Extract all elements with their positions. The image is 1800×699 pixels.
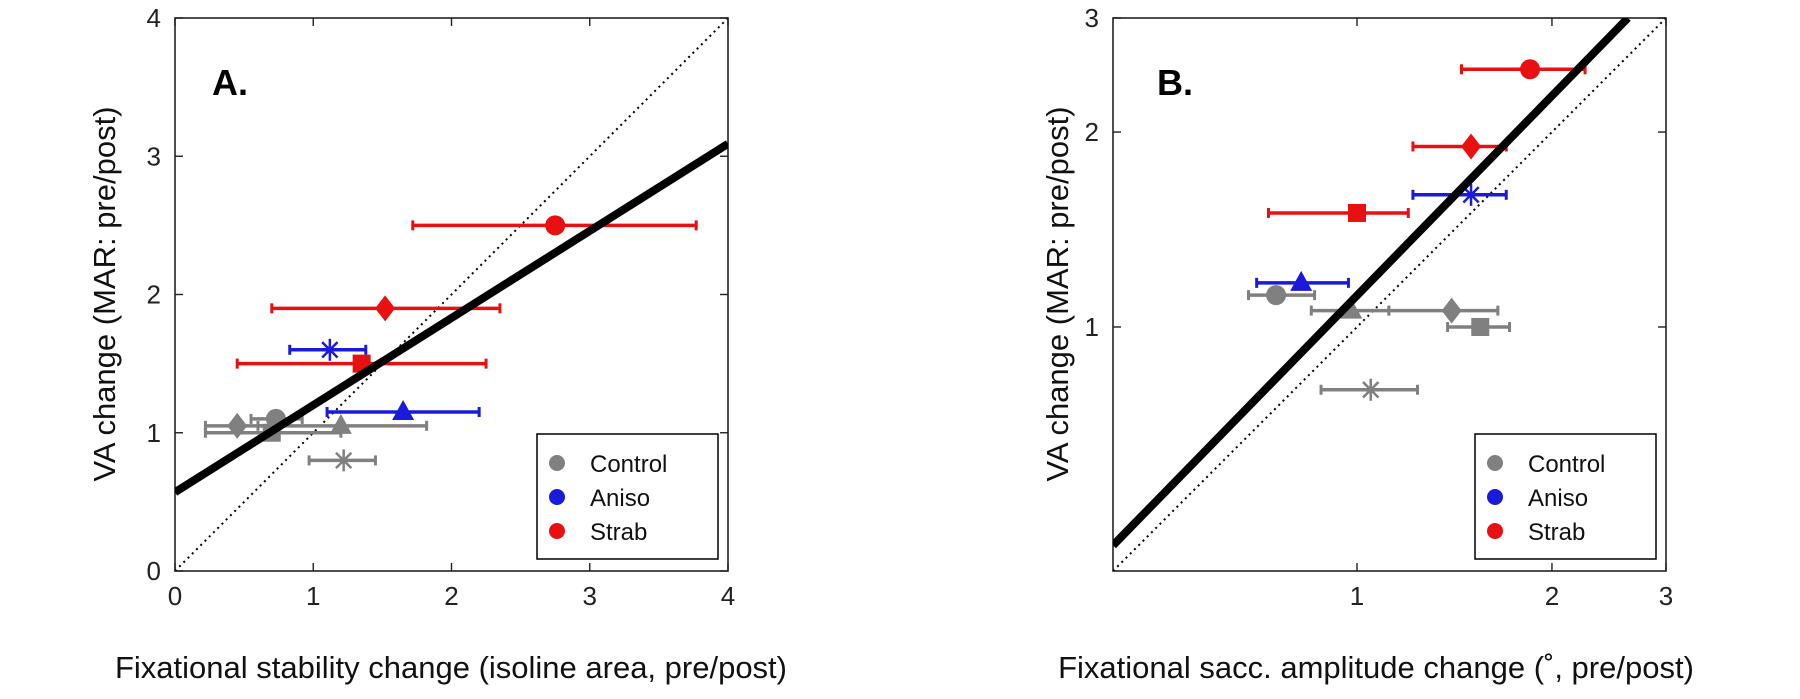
legend-label-aniso: Aniso: [1528, 485, 1588, 512]
panel-b-ylabel: VA change (MAR: pre/post): [1040, 106, 1075, 481]
panel-a-ticks: 0 1 2 3 4 0 1 2 3 4: [147, 3, 736, 611]
legend-label-aniso: Aniso: [590, 485, 650, 512]
panel-a-legend: Control Aniso Strab: [536, 433, 719, 560]
legend-label-strab: Strab: [1528, 519, 1585, 546]
panel-a-ylabel: VA change (MAR: pre/post): [87, 106, 122, 481]
panel-b-ticks: 1 2 3 1 2 3: [1085, 3, 1674, 611]
aniso-triangle-point: [1290, 270, 1313, 291]
panel-b: B. 1 2 3 1 2 3 Fixational sacc. amplitude cha…: [1040, 3, 1694, 685]
legend-marker-aniso: [549, 489, 565, 505]
legend-marker-aniso: [1487, 489, 1503, 505]
y-tick-label: 3: [1085, 3, 1099, 33]
legend-label-control: Control: [590, 451, 667, 478]
y-tick-label: 4: [147, 3, 161, 33]
aniso-triangle-point: [392, 400, 415, 421]
strab-circle-point: [1520, 59, 1541, 80]
strab-square-point: [1347, 203, 1366, 222]
control-triangle-point: [1340, 298, 1363, 319]
control-triangle-point: [329, 413, 352, 434]
legend-label-control: Control: [1528, 451, 1605, 478]
panel-b-xlabel: Fixational sacc. amplitude change (˚, pr…: [1058, 650, 1694, 685]
control-diamond-point: [1441, 297, 1462, 324]
aniso-asterisk-point: [318, 338, 341, 361]
y-tick-label: 0: [147, 556, 161, 586]
y-tick-label: 2: [1085, 117, 1099, 147]
control-diamond-point: [227, 412, 248, 439]
control-square-point: [1471, 318, 1490, 337]
legend-marker-strab: [549, 523, 565, 539]
panel-b-plot: [1113, 18, 1666, 571]
y-tick-label: 2: [147, 280, 161, 310]
panel-a-legend-box: [536, 433, 719, 560]
identity-line: [175, 18, 728, 571]
y-tick-label: 1: [1085, 312, 1099, 342]
x-tick-label: 1: [306, 581, 320, 611]
strab-diamond-point: [375, 295, 396, 322]
aniso-asterisk-point: [1460, 183, 1483, 206]
strab-diamond-point: [1461, 133, 1482, 160]
legend-marker-control: [549, 455, 565, 471]
panel-a-label: A.: [212, 62, 248, 103]
regression-line: [1113, 18, 1631, 549]
regression-line: [175, 140, 728, 496]
panel-a-xlabel: Fixational stability change (isoline are…: [115, 650, 787, 685]
x-tick-label: 3: [1659, 581, 1673, 611]
legend-label-strab: Strab: [590, 519, 647, 546]
legend-marker-strab: [1487, 523, 1503, 539]
strab-circle-point: [545, 215, 566, 236]
panel-b-label: B.: [1157, 62, 1193, 103]
panel-b-frame: [1112, 17, 1667, 572]
panel-a: A. 0 1 2 3 4 0 1 2 3 4 Fixational stability chang…: [87, 3, 787, 685]
panel-b-legend: Control Aniso Strab: [1474, 433, 1657, 560]
identity-line: [1113, 18, 1666, 571]
x-tick-label: 2: [1545, 581, 1559, 611]
panel-a-plot: [175, 18, 728, 571]
panel-b-legend-box: [1474, 433, 1657, 560]
control-asterisk-point: [332, 449, 355, 472]
y-tick-label: 1: [147, 418, 161, 448]
y-tick-label: 3: [147, 141, 161, 171]
control-asterisk-point: [1359, 378, 1382, 401]
legend-marker-control: [1487, 455, 1503, 471]
x-tick-label: 4: [721, 581, 735, 611]
x-tick-label: 2: [444, 581, 458, 611]
control-circle-point: [1266, 285, 1287, 306]
x-tick-label: 3: [583, 581, 597, 611]
x-tick-label: 1: [1350, 581, 1364, 611]
x-tick-label: 0: [168, 581, 182, 611]
